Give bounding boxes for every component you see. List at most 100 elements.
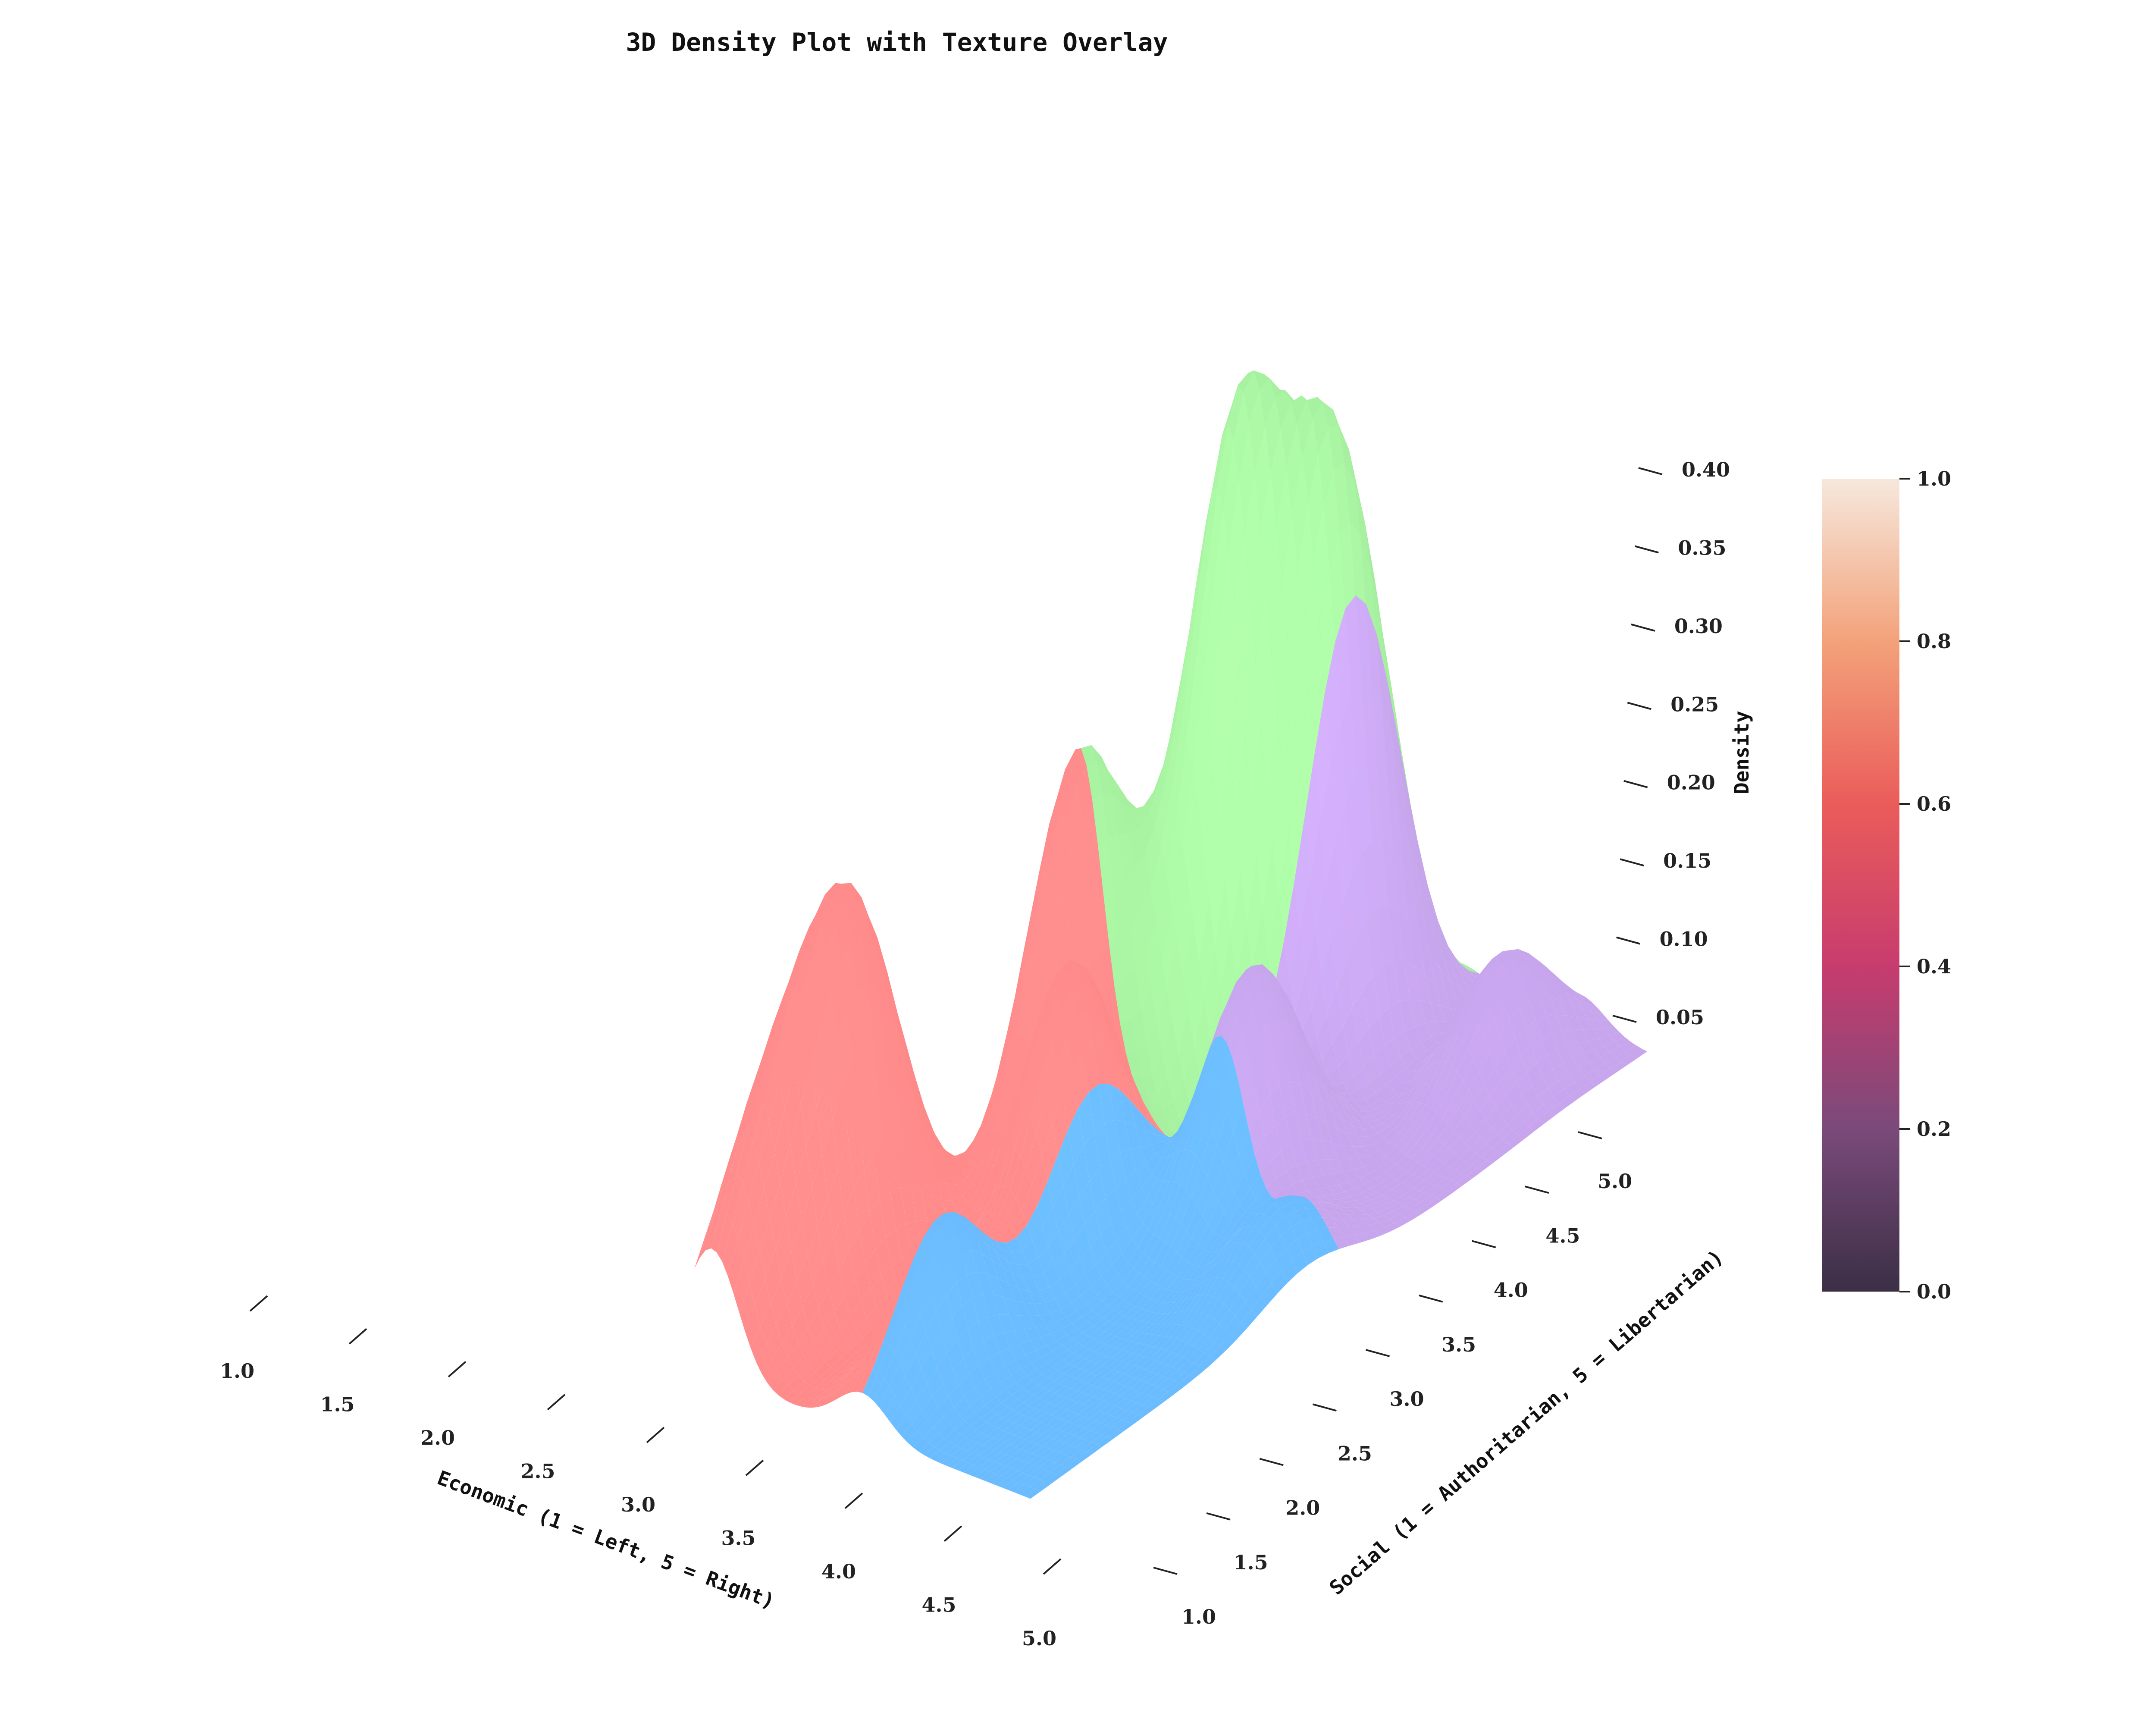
surface-cell xyxy=(859,1101,875,1169)
surface-cell xyxy=(1309,620,1325,754)
surface-cell xyxy=(1012,1473,1029,1483)
surface-cell xyxy=(884,1039,900,1101)
surface-cell xyxy=(1413,1066,1430,1089)
surface-cell xyxy=(1112,1025,1129,1070)
surface-cell xyxy=(1196,491,1212,585)
surface-cell xyxy=(822,1119,838,1198)
surface-cell xyxy=(1292,1180,1308,1193)
surface-cell xyxy=(805,984,821,1063)
surface-cell xyxy=(1360,1189,1376,1197)
surface-cell xyxy=(794,947,810,997)
surface-cell xyxy=(1533,1104,1549,1119)
surface-cell xyxy=(1003,1267,1018,1289)
surface-cell xyxy=(1094,1401,1110,1411)
surface-cell xyxy=(1621,1055,1637,1066)
surface-cell xyxy=(1350,1105,1366,1112)
surface-cell xyxy=(1197,720,1214,852)
surface-cell xyxy=(1008,1072,1024,1129)
surface-cell xyxy=(893,1284,909,1318)
surface-cell xyxy=(1270,1236,1287,1260)
surface-cell xyxy=(1374,1155,1391,1168)
surface-cell xyxy=(1313,1176,1329,1189)
surface-cell xyxy=(1405,1026,1421,1049)
surface-cell xyxy=(1517,1105,1533,1122)
surface-cell xyxy=(1164,1182,1180,1214)
surface-cell xyxy=(1090,1423,1106,1433)
surface-cell xyxy=(1359,1083,1376,1099)
surface-cell xyxy=(1090,1234,1106,1264)
surface-cell xyxy=(1331,1110,1348,1134)
surface-cell xyxy=(1009,1107,1025,1150)
surface-cell xyxy=(1567,1015,1583,1030)
surface-cell xyxy=(1144,1234,1159,1258)
surface-cell xyxy=(1333,1082,1349,1094)
surface-cell xyxy=(1266,522,1282,653)
surface-cell xyxy=(1153,1389,1169,1400)
surface-cell xyxy=(1347,1133,1363,1147)
surface-cell xyxy=(1308,1189,1324,1197)
surface-cell xyxy=(1064,1239,1080,1271)
surface-cell xyxy=(998,1421,1014,1431)
surface-cell xyxy=(1476,959,1492,979)
surface-cell xyxy=(941,1259,957,1295)
surface-cell xyxy=(1247,1206,1263,1221)
surface-cell xyxy=(1260,469,1276,589)
surface-cell xyxy=(771,1343,788,1371)
surface-cell xyxy=(1375,1172,1391,1183)
surface-cell xyxy=(1172,1279,1189,1292)
surface-cell xyxy=(1087,1444,1103,1454)
surface-cell xyxy=(1379,1142,1395,1156)
surface-cell xyxy=(1020,1118,1036,1169)
surface-cell xyxy=(1072,1052,1089,1108)
surface-cell xyxy=(1109,1083,1125,1122)
surface-cell xyxy=(1526,1063,1543,1086)
surface-cell xyxy=(1173,1117,1190,1154)
surface-cell xyxy=(981,1410,997,1422)
surface-cell xyxy=(1376,1103,1392,1112)
surface-cell xyxy=(1143,1101,1159,1122)
surface-cell xyxy=(1175,645,1191,724)
surface-cell xyxy=(1371,683,1388,780)
surface-cell xyxy=(1028,1258,1044,1278)
surface-cell xyxy=(1344,1188,1360,1197)
surface-cell xyxy=(1441,1181,1457,1191)
surface-cell xyxy=(1457,1176,1473,1186)
surface-cell xyxy=(1217,424,1234,507)
surface-cell xyxy=(1307,397,1323,418)
surface-cell xyxy=(1056,1317,1072,1329)
surface-cell xyxy=(818,1393,834,1407)
surface-cell xyxy=(1200,1264,1217,1283)
surface-cell xyxy=(1300,877,1316,973)
surface-cell xyxy=(975,1405,991,1418)
surface-cell xyxy=(1032,1374,1049,1385)
surface-cell xyxy=(1173,1372,1190,1384)
surface-cell xyxy=(1557,1046,1573,1063)
surface-cell xyxy=(867,1342,883,1369)
surface-cell xyxy=(1289,1195,1305,1198)
surface-cell xyxy=(1120,1388,1136,1399)
surface-cell xyxy=(1579,1063,1595,1076)
surface-cell xyxy=(905,1354,921,1388)
surface-cell xyxy=(851,1338,867,1353)
surface-cell xyxy=(988,1131,1005,1166)
surface-cell xyxy=(1056,972,1072,1010)
surface-cell xyxy=(1361,1116,1377,1122)
surface-cell xyxy=(824,1312,840,1342)
surface-cell xyxy=(1209,1324,1225,1342)
surface-cell xyxy=(1497,1124,1513,1140)
surface-cell xyxy=(879,1386,895,1415)
surface-cell xyxy=(1078,1092,1094,1146)
x-tick-mark xyxy=(448,1361,467,1378)
surface-cell xyxy=(1559,1096,1576,1108)
surface-cell xyxy=(1197,1225,1214,1250)
surface-cell xyxy=(1562,1030,1578,1046)
surface-cell xyxy=(973,1341,990,1366)
surface-cell xyxy=(1280,1082,1296,1117)
surface-cell xyxy=(874,1036,890,1093)
surface-cell xyxy=(1382,705,1398,806)
surface-cell xyxy=(831,958,848,1035)
surface-cell xyxy=(916,1383,933,1411)
surface-cell xyxy=(1527,1096,1544,1113)
surface-cell xyxy=(1444,959,1460,989)
surface-cell xyxy=(1146,1024,1163,1071)
